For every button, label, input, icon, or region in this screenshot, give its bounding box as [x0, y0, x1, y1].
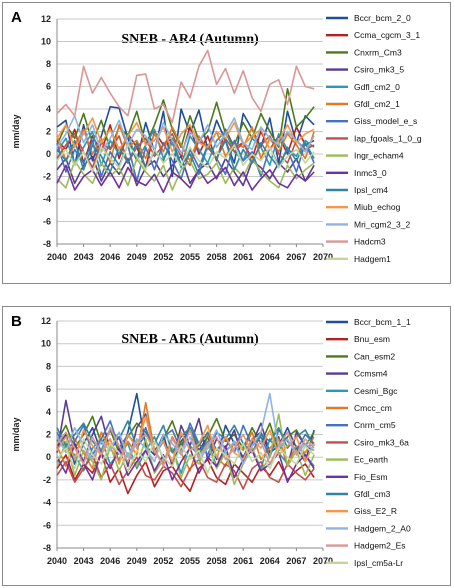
legend-entry: Cnxrm_Cm3: [354, 47, 402, 57]
legend-entry: Ec_earth: [354, 455, 388, 465]
y-tick-label: -2: [43, 172, 51, 182]
series-line-cnxrm-cm3: [56, 88, 315, 151]
x-tick-label: 2064: [260, 252, 280, 262]
y-axis-label: mm/day: [11, 114, 21, 148]
legend-entry: Bccr_bcm_1_1: [354, 317, 411, 327]
legend-entry: Gdfl_cm2_0: [354, 82, 400, 92]
x-tick-label: 2067: [286, 252, 306, 262]
legend-entry: Cmcc_cm: [354, 403, 392, 413]
chart-panel-a: A SNEB - AR4 (Autumn) 12 10 8 6 4 2 0 -2 -4 -6 -8 20…: [2, 2, 451, 284]
legend-entry: Gfdl_cm3: [354, 489, 391, 499]
legend-entry: Inmc3_0: [354, 168, 387, 178]
x-tick-label: 2070: [313, 252, 333, 262]
series-line-csiro-mk3-5: [56, 155, 315, 187]
panel-label-a: A: [11, 9, 22, 26]
y-tick-label: 12: [41, 316, 51, 326]
legend-entry: Hadgem1: [354, 254, 391, 264]
legend-entry: Csiro_mk3_5: [354, 65, 404, 75]
panel-label-b: B: [11, 313, 22, 330]
y-tick-label: 4: [46, 407, 51, 417]
series-line-hadgem-2-a0: [56, 392, 315, 465]
x-tick-label: 2049: [127, 556, 147, 566]
legend-entry: Cesmi_Bgc: [354, 386, 398, 396]
legend-entry: Can_esm2: [354, 351, 395, 361]
x-tick-label: 2052: [153, 252, 173, 262]
legend-entry: Ccmsm4: [354, 369, 388, 379]
y-tick-label: -2: [43, 475, 51, 485]
chart-panel-b: B SNEB - AR5 (Autumn) 12 10 8 6 4 2 0 -2 -4 -6 -8 20…: [2, 306, 451, 586]
legend-entry: Gfdl_cm2_1: [354, 99, 400, 109]
series-line-ec-earth: [56, 413, 315, 486]
legend-entry: Mri_cgm2_3_2: [354, 219, 410, 229]
y-tick-label: 12: [41, 14, 51, 24]
y-tick-label: -6: [43, 520, 51, 530]
legend-entry: Hadgem_2_A0: [354, 523, 411, 533]
x-tick-label: 2061: [233, 556, 253, 566]
chart-title: SNEB - AR4 (Autumn): [121, 32, 259, 47]
chart-a-svg: SNEB - AR4 (Autumn) 12 10 8 6 4 2 0 -2 -4 -6 -8 2040…: [11, 13, 422, 264]
x-tick-label: 2040: [47, 252, 67, 262]
series-line-hadcm3: [56, 49, 315, 124]
x-tick-label: 2049: [127, 252, 147, 262]
x-tick-label: 2067: [286, 556, 306, 566]
x-tick-label: 2046: [100, 556, 120, 566]
x-tick-label: 2043: [74, 556, 94, 566]
legend-entry: Giss_model_e_s: [354, 116, 417, 126]
legend-entry: Hadcm3: [354, 237, 386, 247]
y-tick-label: 2: [46, 430, 51, 440]
x-tick-label: 2058: [207, 252, 227, 262]
y-tick-label: 6: [46, 82, 51, 92]
y-tick-label: 0: [46, 452, 51, 462]
x-tick-label: 2052: [153, 556, 173, 566]
series-line-csiro-mk3-6a: [56, 454, 315, 490]
series-line-gfdl-cm3: [56, 420, 315, 454]
legend-entry: Iap_fgoals_1_0_g: [354, 133, 422, 143]
x-tick-label: 2055: [180, 252, 200, 262]
legend-entry: Ingr_echam4: [354, 151, 404, 161]
y-tick-label: 4: [46, 104, 51, 114]
series-line-miub-echog: [56, 117, 315, 153]
series-line-hadgem1: [56, 144, 315, 173]
series-line-inmc3-0: [56, 164, 315, 194]
legend-entry: Fio_Esm: [354, 472, 388, 482]
chart-title: SNEB - AR5 (Autumn): [121, 332, 259, 347]
series-line-ipsl-cm5a-lr: [56, 438, 315, 474]
y-tick-label: 0: [46, 149, 51, 159]
y-tick-label: -8: [43, 543, 51, 553]
legend-entry: Cnrm_cm5: [354, 420, 396, 430]
y-tick-label: 8: [46, 59, 51, 69]
x-tick-label: 2070: [313, 556, 333, 566]
legend-entry: Ccma_cgcm_3_1: [354, 30, 420, 40]
x-tick-label: 2046: [100, 252, 120, 262]
legend-entry: Giss_E2_R: [354, 506, 397, 516]
x-tick-label: 2040: [47, 556, 67, 566]
y-tick-label: 2: [46, 127, 51, 137]
x-tick-label: 2064: [260, 556, 280, 566]
legend-entry: Ipsl_cm5a-Lr: [354, 558, 403, 568]
y-tick-label: -8: [43, 239, 51, 249]
y-tick-label: -4: [43, 194, 51, 204]
legend-entry: Ipsl_cm4: [354, 185, 388, 195]
legend-entry: Hadgem2_Es: [354, 541, 406, 551]
y-tick-label: 8: [46, 361, 51, 371]
legend-entry: Bccr_bcm_2_0: [354, 13, 411, 23]
y-tick-label: 6: [46, 384, 51, 394]
y-tick-label: -4: [43, 498, 51, 508]
y-axis-label: mm/day: [11, 417, 21, 451]
x-tick-label: 2061: [233, 252, 253, 262]
series-line-hadgem2-es: [56, 426, 315, 468]
x-tick-label: 2043: [74, 252, 94, 262]
legend-entry: Miub_echog: [354, 202, 401, 212]
x-tick-label: 2058: [207, 556, 227, 566]
x-tick-label: 2055: [180, 556, 200, 566]
chart-b-svg: SNEB - AR5 (Autumn) 12 10 8 6 4 2 0 -2 -4 -6 -8 2040…: [11, 316, 411, 568]
y-tick-label: 10: [41, 339, 51, 349]
y-tick-label: -6: [43, 217, 51, 227]
series-line-mri-cgm2-3-2: [56, 115, 315, 155]
legend-entry: Csiro_mk3_6a: [354, 437, 409, 447]
y-tick-label: 10: [41, 37, 51, 47]
series-line-ipsl-cm4: [56, 137, 315, 176]
legend-entry: Bnu_esm: [354, 334, 390, 344]
series-line-ingr-echam4: [56, 157, 315, 191]
